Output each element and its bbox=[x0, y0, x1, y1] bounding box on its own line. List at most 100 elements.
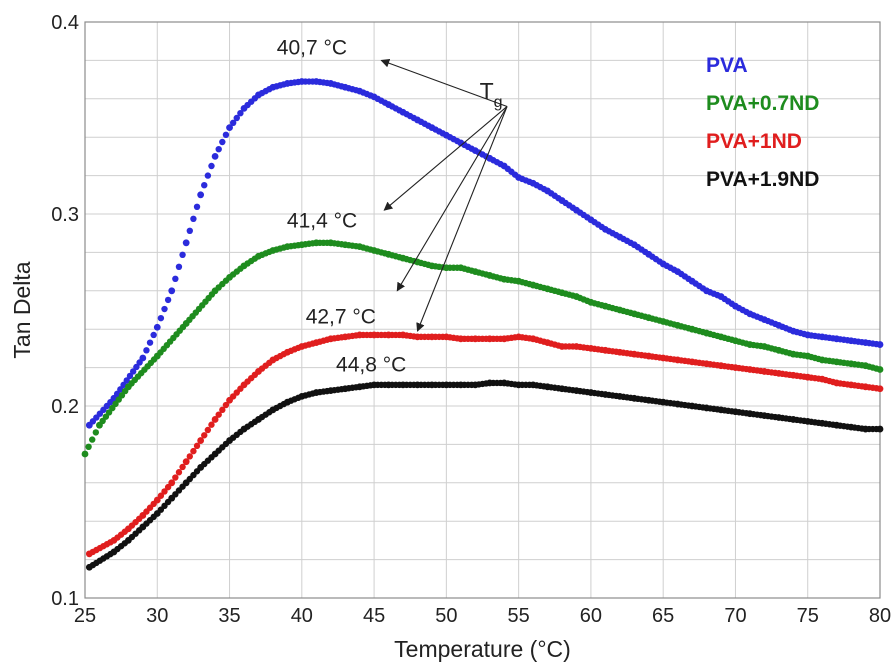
interpolated-point bbox=[172, 275, 179, 282]
interpolated-point bbox=[204, 426, 212, 434]
tg-arrow bbox=[416, 106, 508, 332]
interpolated-point bbox=[92, 429, 100, 436]
legend-entry: PVA bbox=[706, 54, 748, 77]
interpolated-point bbox=[208, 162, 215, 170]
x-tick-label: 80 bbox=[869, 605, 891, 627]
x-tick-label: 50 bbox=[435, 605, 457, 627]
data-series bbox=[81, 78, 884, 571]
annotations: Tg 40,7 °C 41,4 °C 42,7 °C 44,8 °C bbox=[277, 37, 508, 376]
y-tick-label: 0.3 bbox=[51, 204, 79, 226]
interpolated-point bbox=[161, 488, 168, 495]
interpolated-point bbox=[123, 377, 130, 384]
tg-label: Tg bbox=[480, 78, 503, 111]
tg-label-main: T bbox=[480, 78, 494, 104]
interpolated-point bbox=[193, 442, 201, 450]
interpolated-point bbox=[157, 314, 165, 322]
legend-entry: PVA+0.7ND bbox=[706, 92, 819, 115]
interpolated-point bbox=[190, 215, 197, 222]
interpolated-point bbox=[143, 347, 150, 354]
series-pva-1nd bbox=[85, 331, 884, 558]
interpolated-point bbox=[193, 203, 201, 210]
interpolated-point bbox=[113, 390, 121, 398]
data-point bbox=[197, 437, 205, 444]
interpolated-point bbox=[186, 453, 193, 460]
y-axis-title: Tan Delta bbox=[9, 261, 35, 358]
series-pva-1-9nd bbox=[85, 379, 884, 571]
x-tick-label: 75 bbox=[797, 605, 819, 627]
interpolated-point bbox=[161, 305, 168, 313]
interpolated-point bbox=[175, 263, 183, 270]
data-point bbox=[153, 323, 161, 331]
legend-entry: PVA+1ND bbox=[706, 130, 802, 153]
x-tick-label: 45 bbox=[363, 605, 385, 627]
tg-label-subscript: g bbox=[494, 94, 503, 111]
data-point bbox=[226, 124, 233, 131]
data-point bbox=[876, 341, 884, 348]
y-tick-label: 0.4 bbox=[51, 12, 79, 34]
interpolated-point bbox=[237, 110, 244, 117]
data-point bbox=[168, 479, 176, 487]
y-tick-label: 0.2 bbox=[51, 396, 79, 418]
interpolated-point bbox=[201, 182, 208, 189]
data-point bbox=[81, 450, 89, 458]
interpolated-point bbox=[179, 251, 186, 258]
interpolated-point bbox=[219, 406, 226, 414]
legend: PVA PVA+0.7ND PVA+1ND PVA+1.9ND bbox=[706, 54, 819, 191]
interpolated-point bbox=[219, 138, 226, 146]
interpolated-point bbox=[222, 131, 230, 138]
interpolated-point bbox=[85, 443, 92, 450]
legend-entry: PVA+1.9ND bbox=[706, 168, 819, 191]
series-pva-0-7nd bbox=[81, 239, 884, 458]
interpolated-point bbox=[204, 172, 212, 179]
interpolated-point bbox=[172, 474, 179, 481]
tg-value-label: 41,4 °C bbox=[287, 209, 357, 232]
interpolated-point bbox=[175, 469, 183, 476]
interpolated-point bbox=[157, 492, 165, 499]
interpolated-point bbox=[215, 146, 222, 153]
x-tick-label: 35 bbox=[218, 605, 240, 627]
tg-value-label: 40,7 °C bbox=[277, 37, 347, 60]
x-axis-title: Temperature (°C) bbox=[394, 636, 571, 662]
x-tick-label: 65 bbox=[652, 605, 674, 627]
tick-labels: 25 30 35 40 45 50 55 60 65 70 75 80 0.1 0.2 0.3 0.4 bbox=[51, 12, 891, 627]
x-tick-label: 25 bbox=[74, 605, 96, 627]
x-tick-label: 70 bbox=[724, 605, 746, 627]
data-point bbox=[211, 153, 219, 160]
x-tick-label: 30 bbox=[146, 605, 168, 627]
interpolated-point bbox=[201, 432, 208, 439]
data-point bbox=[168, 287, 176, 295]
interpolated-point bbox=[129, 368, 137, 375]
interpolated-point bbox=[146, 339, 154, 346]
tg-value-label: 42,7 °C bbox=[306, 305, 376, 328]
interpolated-point bbox=[186, 227, 193, 234]
tg-arrow bbox=[380, 58, 508, 107]
data-point bbox=[876, 366, 884, 373]
interpolated-point bbox=[126, 372, 134, 380]
interpolated-point bbox=[215, 411, 222, 418]
interpolated-point bbox=[89, 436, 96, 443]
y-tick-label: 0.1 bbox=[51, 588, 79, 610]
data-point bbox=[182, 458, 190, 466]
interpolated-point bbox=[222, 401, 230, 409]
data-point bbox=[182, 239, 190, 247]
interpolated-point bbox=[233, 114, 240, 122]
data-point bbox=[211, 416, 219, 423]
interpolated-point bbox=[164, 296, 172, 304]
interpolated-point bbox=[229, 119, 237, 127]
tg-value-label: 44,8 °C bbox=[336, 353, 406, 376]
interpolated-point bbox=[133, 363, 140, 371]
series-pva bbox=[85, 78, 884, 429]
data-point bbox=[876, 425, 884, 433]
interpolated-point bbox=[150, 331, 157, 339]
x-tick-label: 60 bbox=[580, 605, 602, 627]
interpolated-point bbox=[117, 386, 124, 393]
interpolated-point bbox=[179, 463, 186, 471]
x-tick-label: 40 bbox=[291, 605, 313, 627]
interpolated-point bbox=[208, 421, 215, 428]
data-point bbox=[876, 385, 884, 393]
interpolated-point bbox=[190, 447, 197, 455]
x-tick-label: 55 bbox=[508, 605, 530, 627]
tg-arrow bbox=[396, 106, 508, 292]
plot-frame bbox=[84, 21, 881, 599]
